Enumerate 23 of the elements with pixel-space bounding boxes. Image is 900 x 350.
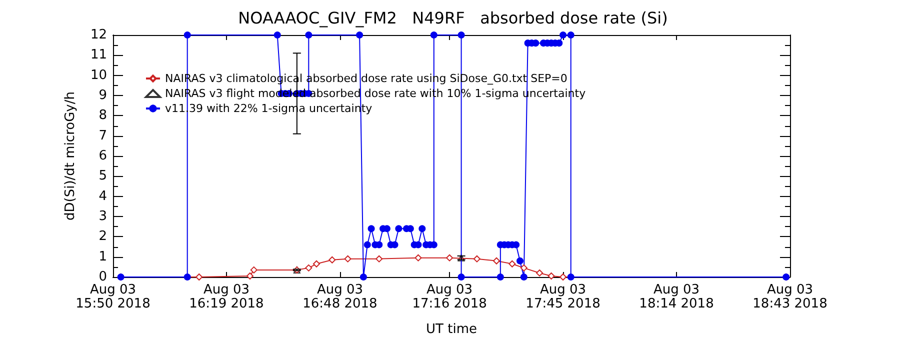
y-tick-label: 5 [98, 168, 107, 184]
chart-title: NOAAAOC_GIV_FM2 N49RF absorbed dose rate (Si) [238, 8, 668, 28]
y-tick-label: 2 [98, 229, 107, 244]
x-tick-label: Aug 03 18:14 2018 [639, 282, 714, 312]
x-tick-label: Aug 03 17:16 2018 [412, 282, 487, 312]
y-axis-title: dD(Si)/dt microGy/h [63, 92, 78, 220]
y-tick-label: 9 [98, 88, 107, 103]
y-tick-label: 6 [98, 148, 107, 164]
y-tick-label: 8 [98, 108, 107, 124]
y-tick-label: 10 [90, 68, 107, 83]
y-tick-label: 0 [98, 270, 107, 284]
y-tick-label: 12 [90, 28, 107, 42]
x-tick-label: Aug 03 17:45 2018 [526, 282, 600, 312]
x-tick-label: Aug 03 18:43 2018 [752, 282, 828, 312]
y-tick-label: 4 [98, 188, 107, 204]
x-tick-label: Aug 03 16:19 2018 [189, 282, 264, 312]
x-axis-title: UT time [426, 322, 477, 337]
y-tick-label: 11 [90, 48, 107, 63]
y-tick-label: 1 [98, 249, 107, 264]
x-tick-label: Aug 03 16:48 2018 [302, 282, 378, 312]
y-tick-label: 3 [98, 209, 107, 224]
x-tick-label: Aug 03 15:50 2018 [76, 282, 150, 312]
y-tick-label: 7 [98, 128, 107, 144]
